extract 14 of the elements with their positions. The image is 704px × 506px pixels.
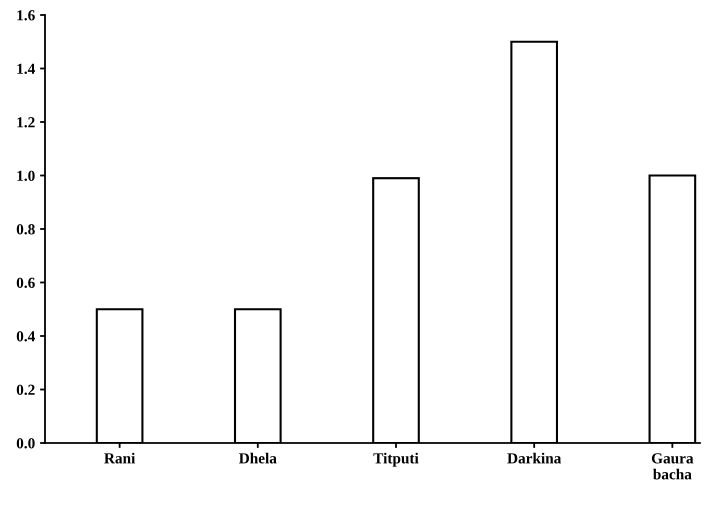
x-tick-label: Dhela [238, 452, 277, 464]
y-tick-label: 1.4 [17, 64, 35, 74]
y-tick-label: 0.0 [16, 438, 35, 449]
y-tick-label: 1.6 [17, 10, 35, 21]
y-tick-label: 0.6 [16, 278, 35, 288]
x-tick-label: Darkina [507, 452, 562, 464]
x-tick-label: Gaura bacha [652, 453, 694, 480]
x-tick-label: Titputi [373, 452, 419, 467]
y-tick-label: 1.0 [17, 170, 35, 182]
y-tick-label: 0.4 [16, 331, 35, 342]
x-tick-label: Rani [104, 452, 136, 464]
y-tick-label: 1.2 [17, 117, 35, 128]
y-tick-label: 0.2 [16, 384, 35, 396]
y-tick-label: 0.8 [16, 224, 35, 235]
